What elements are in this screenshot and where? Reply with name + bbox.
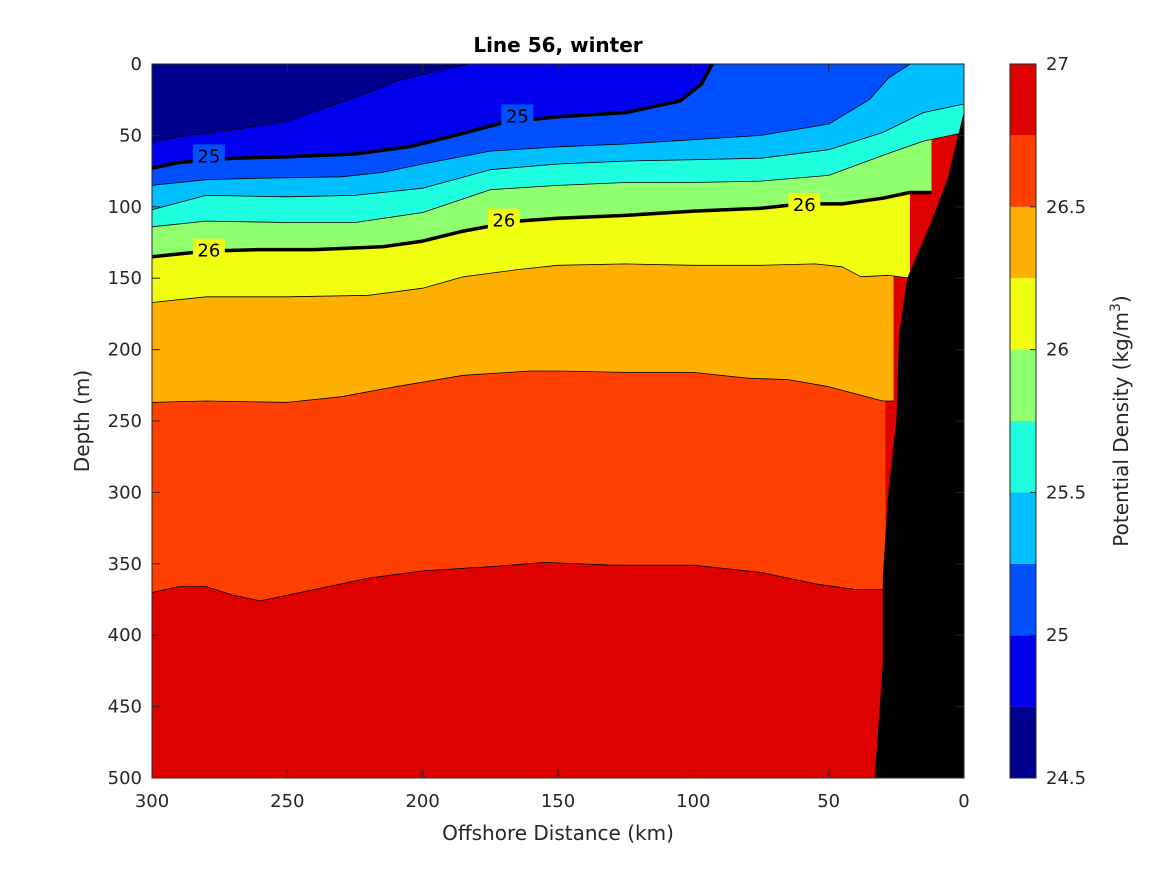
x-axis-label: Offshore Distance (km) [442,821,674,845]
colorbar-tick-label: 25.5 [1046,482,1086,503]
colorbar-label: Potential Density (kg/m3) [1108,295,1133,546]
contour-line-26 [152,190,932,259]
x-tick-label: 100 [676,791,710,812]
contour-lines [152,64,964,602]
colorbar-frame [1009,63,1037,779]
contour-line-26.25 [152,263,910,303]
colorbar-tick-label: 27 [1046,54,1069,75]
colorbar-swatch [1010,635,1036,707]
y-axis-ticks: 0 50 100 150 200 250 300 350 400 450 500 [108,54,964,789]
colorbar-label-sup: 3 [1108,303,1124,312]
colorbar-swatch [1010,64,1036,136]
density-fills [152,64,964,778]
y-tick-label: 250 [108,411,142,432]
x-tick-label: 150 [541,791,575,812]
colorbar-label-end: ) [1109,295,1133,303]
contour-label: 26 [492,211,515,232]
y-tick-label: 0 [131,54,142,75]
colorbar-tick-label: 26.5 [1046,197,1086,218]
colorbar: 24.5 25 25.5 26 26.5 27 [1009,54,1086,789]
colorbar-swatch [1010,349,1036,421]
colorbar-swatch [1010,278,1036,350]
y-tick-label: 50 [119,125,142,146]
density-band-24.75 [152,64,964,143]
colorbar-swatch [1010,706,1036,778]
colorbar-swatch [1010,206,1036,279]
y-tick-label: 350 [108,554,142,575]
contour-label-bg [487,208,520,231]
colorbar-swatch [1010,421,1036,493]
contour-label: 25 [506,106,529,127]
colorbar-tick-label: 26 [1046,340,1069,361]
y-tick-label: 500 [108,768,142,789]
y-tick-label: 300 [108,482,142,503]
y-tick-label: 100 [108,197,142,218]
x-axis-ticks: 300 250 200 150 100 50 0 [135,64,970,812]
colorbar-swatch [1010,492,1036,564]
x-tick-label: 300 [135,791,169,812]
bathymetry-shape [874,111,964,778]
contour-line-24.75 [152,64,469,143]
contour-line-26.5 [152,370,894,403]
y-tick-label: 450 [108,697,142,718]
y-tick-label: 150 [108,268,142,289]
y-axis-label: Depth (m) [70,370,94,472]
plot-area: 25 25 26 26 26 [152,64,964,778]
contour-label-bg [788,192,821,215]
x-tick-label: 250 [270,791,304,812]
contour-line-26.75 [152,562,886,602]
x-tick-label: 50 [817,791,840,812]
contour-line-25 [152,64,714,170]
contour-line-25.75 [152,132,964,228]
contour-line-25.25 [152,64,911,186]
x-tick-label: 0 [958,791,969,812]
contour-labels: 25 25 26 26 26 [192,104,821,262]
colorbar-swatch [1010,135,1036,207]
colorbar-tick-label: 24.5 [1046,768,1086,789]
contour-label-bg [192,144,225,167]
contour-label-bg [501,104,534,127]
contour-line-25.5 [152,103,964,211]
contour-label: 26 [793,195,816,216]
contour-label: 25 [197,146,220,167]
chart-title: Line 56, winter [473,33,642,57]
colorbar-swatch [1010,563,1036,636]
colorbar-label-text: Potential Density (kg/m [1109,312,1133,547]
colorbar-tick-label: 25 [1046,625,1069,646]
contour-label: 26 [197,241,220,262]
y-tick-label: 400 [108,625,142,646]
contour-label-bg [192,238,225,261]
y-tick-label: 200 [108,340,142,361]
x-tick-label: 200 [405,791,439,812]
